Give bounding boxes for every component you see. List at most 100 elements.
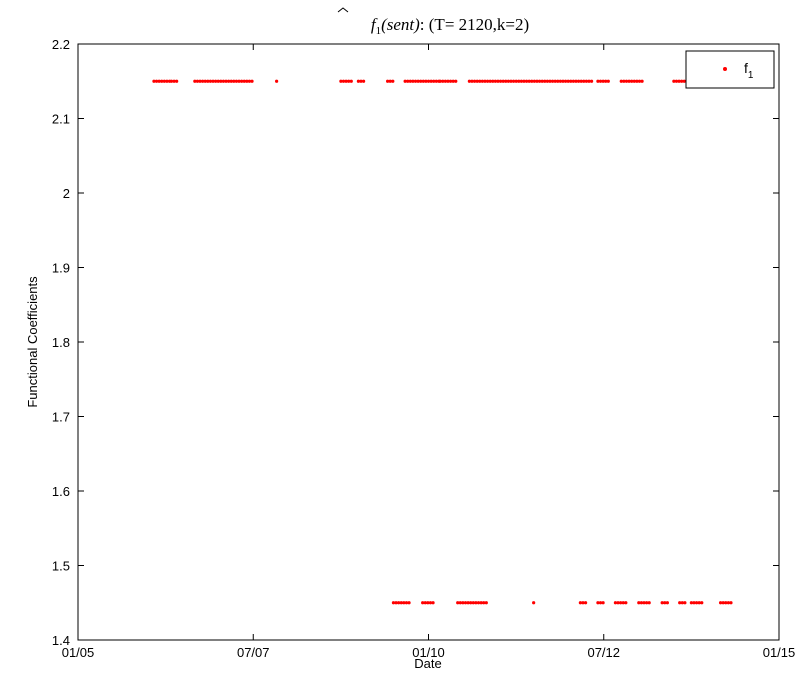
- data-point: [247, 79, 252, 83]
- plot-frame: [77, 43, 780, 641]
- data-point: [578, 601, 582, 605]
- y-axis: 1.4 1.5 1.6 1.7 1.8 1.9 2 2.1 2.2: [52, 37, 779, 648]
- y-tick-label: 1.7: [52, 410, 70, 425]
- data-point: [561, 79, 565, 83]
- data-point: [349, 79, 353, 83]
- data-point: [672, 79, 676, 83]
- data-point: [622, 79, 626, 83]
- data-point: [689, 601, 693, 605]
- data-point: [579, 79, 583, 83]
- data-point: [434, 79, 438, 83]
- data-point: [201, 79, 205, 83]
- data-point: [362, 79, 366, 83]
- data-point: [232, 79, 236, 83]
- data-point: [619, 601, 623, 605]
- y-tick-label: 1.4: [52, 633, 70, 648]
- data-point: [229, 79, 233, 83]
- x-tick-label: 07/12: [587, 645, 620, 660]
- data-point: [407, 601, 411, 605]
- data-point: [152, 79, 156, 83]
- data-point: [601, 601, 605, 605]
- data-point: [475, 79, 479, 83]
- data-point: [391, 601, 396, 605]
- data-point: [428, 601, 433, 605]
- data-point: [451, 79, 455, 83]
- data-point: [237, 79, 241, 83]
- data-point: [198, 79, 202, 83]
- data-point: [480, 79, 484, 83]
- data-point: [514, 79, 518, 83]
- data-point: [647, 601, 651, 605]
- data-point: [532, 79, 536, 83]
- data-point: [402, 601, 406, 605]
- data-point: [640, 79, 644, 83]
- data-point: [458, 601, 462, 605]
- data-point: [175, 79, 179, 83]
- data-point: [446, 79, 450, 83]
- x-tick-label: 01/05: [62, 645, 95, 660]
- data-point: [466, 601, 470, 605]
- y-tick-label: 1.5: [52, 559, 70, 574]
- legend-subscript: 1: [748, 70, 754, 81]
- data-point: [616, 601, 620, 605]
- data-point: [421, 601, 425, 605]
- data-points: [152, 79, 733, 605]
- data-point: [496, 79, 500, 83]
- data-point: [221, 79, 226, 83]
- data-point: [162, 79, 166, 83]
- data-point: [517, 79, 521, 83]
- y-tick-label: 1.9: [52, 261, 70, 276]
- data-point: [718, 601, 723, 605]
- data-point: [234, 79, 239, 83]
- data-point: [432, 79, 436, 83]
- data-point: [160, 79, 164, 83]
- data-point: [660, 601, 664, 605]
- data-point: [692, 601, 696, 605]
- x-axis: 01/05 07/07 01/10 07/12 01/15: [62, 44, 795, 660]
- data-point: [476, 601, 481, 605]
- legend-entry-f1: f1: [744, 60, 754, 81]
- data-point: [356, 79, 360, 83]
- data-point: [429, 79, 433, 83]
- data-point: [416, 79, 420, 83]
- data-point: [645, 601, 649, 605]
- data-point: [426, 601, 430, 605]
- data-point: [504, 79, 508, 83]
- plot-area: [77, 43, 780, 641]
- data-point: [426, 79, 431, 83]
- data-point: [431, 601, 435, 605]
- data-point: [419, 79, 423, 83]
- data-point: [682, 79, 686, 83]
- data-point: [571, 79, 575, 83]
- data-point: [569, 79, 573, 83]
- data-point: [250, 79, 254, 83]
- data-point: [467, 79, 471, 83]
- data-point: [472, 79, 477, 83]
- data-point: [700, 601, 704, 605]
- data-point: [206, 79, 210, 83]
- data-point: [694, 601, 699, 605]
- data-point: [674, 79, 679, 83]
- data-point: [522, 79, 526, 83]
- data-point: [399, 601, 403, 605]
- data-point: [637, 601, 641, 605]
- data-point: [275, 79, 279, 83]
- data-point: [581, 601, 585, 605]
- chart-title: f1(sent): (T= 2120,k=2): [371, 15, 529, 37]
- title-argument: (sent): [381, 15, 420, 34]
- data-point: [245, 79, 249, 83]
- data-point: [498, 79, 503, 83]
- data-point: [471, 601, 475, 605]
- data-point: [344, 79, 348, 83]
- data-point: [697, 601, 701, 605]
- data-point: [463, 601, 468, 605]
- data-point: [456, 601, 460, 605]
- data-point: [193, 79, 197, 83]
- data-point: [545, 79, 549, 83]
- data-point: [576, 79, 581, 83]
- legend: f1: [685, 50, 775, 89]
- data-point: [624, 79, 629, 83]
- data-point: [347, 79, 351, 83]
- data-point: [589, 79, 594, 83]
- legend-marker: [723, 67, 727, 71]
